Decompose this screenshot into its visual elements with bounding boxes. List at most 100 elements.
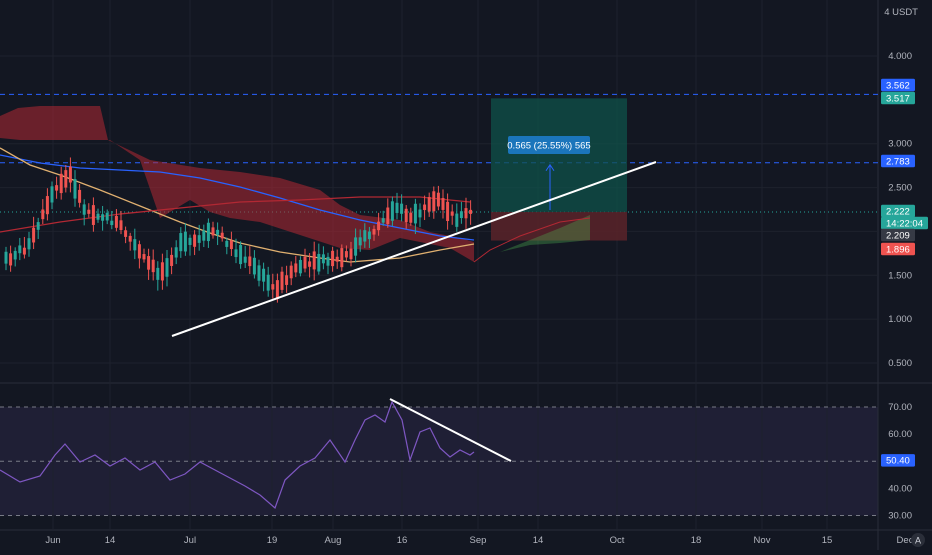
auto-scale-badge[interactable] — [911, 533, 925, 547]
candle-body — [179, 233, 183, 252]
candle — [331, 246, 335, 272]
time-tick-label: 15 — [822, 535, 833, 546]
candle-body — [202, 230, 206, 241]
time-tick-label: Jun — [45, 535, 60, 546]
candle-body — [294, 263, 298, 273]
candle-body — [91, 205, 95, 225]
candle — [59, 166, 63, 200]
candle-body — [18, 245, 22, 254]
candle — [459, 201, 463, 224]
trendline-support[interactable] — [171, 161, 657, 337]
candle — [96, 208, 100, 223]
candle-body — [55, 185, 59, 191]
candle-body — [229, 240, 233, 250]
candle-body — [308, 261, 312, 267]
candle — [183, 223, 187, 256]
price-tag — [881, 216, 928, 230]
rsi-line — [0, 400, 475, 510]
trendline-rsi[interactable] — [389, 398, 512, 462]
candle — [114, 209, 118, 232]
candle — [45, 188, 49, 221]
candle — [27, 231, 31, 257]
candle-body — [404, 208, 408, 223]
candle — [308, 253, 312, 278]
candle-body — [114, 215, 118, 228]
candle — [220, 226, 224, 242]
candle — [18, 237, 22, 261]
candle — [395, 192, 399, 220]
candle-body — [413, 203, 417, 224]
candle-body — [68, 166, 72, 183]
candle — [137, 240, 141, 269]
candle — [110, 210, 114, 230]
candle — [32, 216, 36, 250]
ma-blue-line — [0, 154, 475, 241]
candle — [64, 165, 68, 193]
candle — [271, 273, 275, 299]
candle-body — [147, 256, 151, 270]
candle-body — [298, 259, 302, 274]
candle-body — [211, 227, 215, 236]
price-tick-label: 0.500 — [888, 358, 912, 369]
candle-body — [367, 231, 371, 240]
candle-body — [395, 202, 399, 213]
candle-body — [105, 212, 109, 221]
candle-body — [41, 209, 45, 220]
candle — [156, 261, 160, 291]
candle — [73, 170, 77, 207]
candle-body — [133, 239, 137, 251]
candle — [349, 241, 353, 267]
candle-body — [128, 235, 132, 242]
position-target-zone[interactable] — [491, 98, 627, 212]
candle-body — [156, 267, 160, 280]
price-tag — [881, 154, 915, 168]
candle-body — [50, 186, 54, 203]
candle — [133, 228, 137, 260]
candle-body — [344, 251, 348, 258]
candle — [229, 231, 233, 256]
candle — [262, 262, 266, 292]
candle — [427, 192, 431, 217]
candle-body — [142, 254, 146, 260]
candle — [409, 207, 413, 226]
rsi-tick-label: 30.00 — [888, 511, 912, 522]
candle — [91, 197, 95, 232]
candle-body — [82, 204, 86, 215]
future-cloud — [480, 215, 590, 262]
candle-body — [464, 208, 468, 219]
candle-body — [101, 214, 105, 221]
candle-body — [335, 256, 339, 262]
candle — [87, 203, 91, 218]
candle — [326, 252, 330, 275]
candle-body — [59, 173, 63, 194]
price-tag-label: 3.517 — [886, 94, 910, 105]
candle — [340, 244, 344, 272]
candle — [413, 198, 417, 235]
candle — [234, 238, 238, 264]
candle-body — [363, 230, 367, 242]
position-label: 0.565 (25.55%) 565 — [507, 141, 590, 152]
candle — [202, 224, 206, 248]
candle-body — [358, 237, 362, 246]
candle — [289, 261, 293, 286]
candle-body — [266, 274, 270, 291]
position-stop-zone[interactable] — [491, 211, 627, 241]
candle — [455, 203, 459, 232]
candle — [363, 223, 367, 248]
candle — [377, 212, 381, 236]
candle-body — [165, 258, 169, 277]
candle — [165, 250, 169, 287]
candle — [257, 259, 261, 287]
time-tick-label: Aug — [325, 535, 342, 546]
candle — [446, 193, 450, 230]
candle — [160, 253, 164, 290]
candle — [243, 245, 247, 268]
candle — [344, 245, 348, 262]
candle — [252, 250, 256, 279]
candle — [105, 209, 109, 225]
candle — [216, 222, 220, 246]
candle — [206, 218, 210, 248]
rsi-tick-label: 60.00 — [888, 429, 912, 440]
